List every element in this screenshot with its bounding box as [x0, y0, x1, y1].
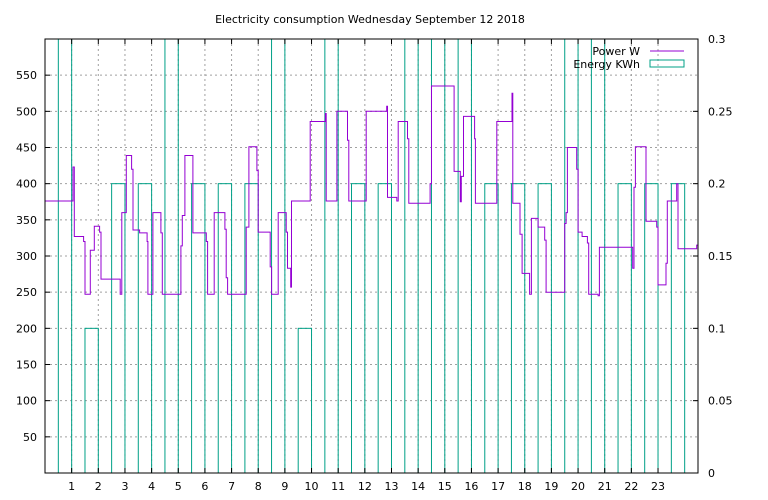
x-tick-label: 3 [121, 480, 128, 493]
y-right-tick-label: 0.05 [708, 395, 733, 408]
y-right-tick-label: 0.1 [708, 322, 726, 335]
energy-bar [111, 183, 126, 474]
grid [45, 39, 698, 473]
x-tick-label: 11 [331, 480, 345, 493]
y-left-tick-label: 150 [16, 359, 37, 372]
energy-bar [590, 38, 606, 474]
x-tick-label: 5 [175, 480, 182, 493]
x-tick-label: 14 [411, 480, 425, 493]
x-tick-label: 16 [464, 480, 478, 493]
y-left-tick-label: 350 [16, 214, 37, 227]
x-tick-label: 23 [651, 480, 665, 493]
y-left-tick-label: 400 [16, 178, 37, 191]
x-tick-label: 8 [255, 480, 262, 493]
energy-bar [510, 183, 526, 474]
power-series [45, 85, 699, 297]
y-left-tick-label: 50 [23, 431, 37, 444]
y-right-tick-label: 0 [708, 467, 715, 480]
y-left-tick-label: 500 [16, 105, 37, 118]
y-left-tick-label: 200 [16, 322, 37, 335]
power-line [45, 85, 699, 297]
energy-bar [430, 38, 446, 474]
x-tick-label: 17 [491, 480, 505, 493]
energy-bar [191, 183, 206, 474]
y-left-tick-label: 100 [16, 395, 37, 408]
x-tick-label: 4 [148, 480, 155, 493]
y-right-tick-label: 0.2 [708, 178, 726, 191]
y-left-tick-label: 450 [16, 142, 37, 155]
x-tick-label: 9 [281, 480, 288, 493]
y-right-tick-label: 0.15 [708, 250, 733, 263]
x-tick-label: 10 [305, 480, 319, 493]
x-tick-label: 12 [358, 480, 372, 493]
legend-energy-swatch [649, 59, 685, 68]
x-tick-label: 20 [571, 480, 585, 493]
x-tick-label: 1 [68, 480, 75, 493]
axes: 1 2 3 4 5 6 7 8 9 10 11 12 13 14 15 16 17 18 19 20 21 22 23501… [16, 33, 733, 493]
legend-energy-label: Energy KWh [573, 58, 640, 71]
x-tick-label: 18 [518, 480, 532, 493]
x-tick-label: 19 [544, 480, 558, 493]
x-tick-label: 7 [228, 480, 235, 493]
legend: Power W Energy KWh [573, 45, 685, 71]
y-left-tick-label: 550 [16, 69, 37, 82]
energy-bar [351, 183, 366, 474]
y-left-tick-label: 300 [16, 250, 37, 263]
chart-title: Electricity consumption Wednesday Septem… [215, 13, 525, 26]
x-tick-label: 22 [624, 480, 638, 493]
y-left-tick-label: 250 [16, 286, 37, 299]
x-tick-label: 13 [384, 480, 398, 493]
x-tick-label: 21 [598, 480, 612, 493]
legend-power-label: Power W [592, 45, 640, 58]
x-tick-label: 2 [95, 480, 102, 493]
x-tick-label: 15 [438, 480, 452, 493]
y-right-tick-label: 0.25 [708, 105, 733, 118]
x-tick-label: 6 [201, 480, 208, 493]
y-right-tick-label: 0.3 [708, 33, 726, 46]
